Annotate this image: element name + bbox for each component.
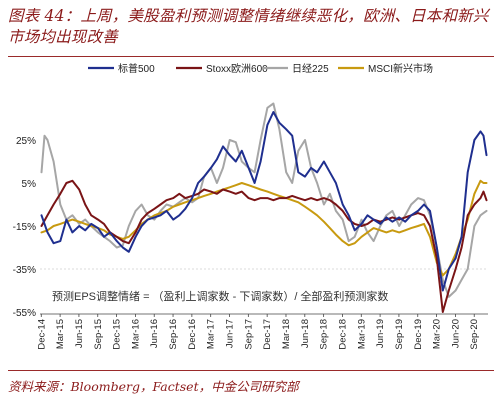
x-tick-label: Sep-18 (319, 319, 330, 350)
legend-label: 标普500 (118, 62, 155, 75)
x-tick-label: Jun-18 (300, 319, 311, 348)
line-chart: 25% 5% -15% -35% -55% Dec-14 Mar-15 Jun-15 Sep-… (13, 62, 488, 350)
series-line-2 (40, 102, 488, 298)
x-tick-label: Sep-16 (168, 319, 179, 350)
x-tick-label: Dec-15 (112, 319, 123, 350)
source-note: 资料来源：Bloomberg，Factset，中金公司研究部 (8, 379, 299, 394)
legend-label: Stoxx欧洲600 (206, 63, 268, 75)
chart-container: 25% 5% -15% -35% -55% Dec-14 Mar-15 Jun-15 Sep-… (0, 57, 500, 375)
x-tick-label: Dec-17 (262, 319, 273, 350)
series-line-3 (40, 179, 488, 277)
source-divider (8, 370, 494, 371)
y-tick-label: 5% (22, 179, 37, 190)
title-divider (8, 56, 494, 57)
x-tick-label: Sep-19 (394, 319, 405, 350)
x-tick-label: Dec-19 (413, 319, 424, 350)
x-tick-label: Jun-20 (450, 319, 461, 348)
legend-label: 日经225 (292, 62, 329, 75)
x-tick-label: Mar-17 (206, 319, 217, 349)
page-title: 图表 44：上周，美股盈利预测调整情绪继续恶化，欧洲、日本和新兴市场均出现改善 (8, 7, 489, 46)
x-tick-label: Sep-17 (243, 319, 254, 350)
x-tick-label: Dec-14 (36, 319, 47, 350)
y-tick-label: -55% (13, 308, 36, 319)
y-tick-label: 25% (16, 136, 36, 147)
x-tick-label: Jun-17 (225, 319, 236, 348)
series-line-0 (40, 111, 488, 292)
x-tick-label: Mar-15 (55, 319, 66, 349)
x-tick-label: Sep-20 (469, 319, 480, 350)
x-tick-label: Jun-19 (375, 319, 386, 348)
series-line-1 (40, 179, 488, 313)
x-tick-label: Jun-16 (149, 319, 160, 348)
x-tick-label: Jun-15 (74, 319, 85, 348)
x-tick-label: Dec-18 (337, 319, 348, 350)
x-tick-label: Mar-16 (130, 319, 141, 349)
y-tick-label: -35% (13, 265, 36, 276)
chart-annotation: 预测EPS调整情绪 = （盈利上调家数 - 下调家数）/ 全部盈利预测家数 (52, 289, 388, 303)
x-tick-label: Mar-20 (432, 319, 443, 349)
y-tick-label: -15% (13, 222, 36, 233)
legend-label: MSCI新兴市场 (368, 62, 433, 75)
x-tick-label: Mar-19 (356, 319, 367, 349)
x-tick-label: Dec-16 (187, 319, 198, 350)
x-tick-label: Sep-15 (93, 319, 104, 350)
x-tick-label: Mar-18 (281, 319, 292, 349)
